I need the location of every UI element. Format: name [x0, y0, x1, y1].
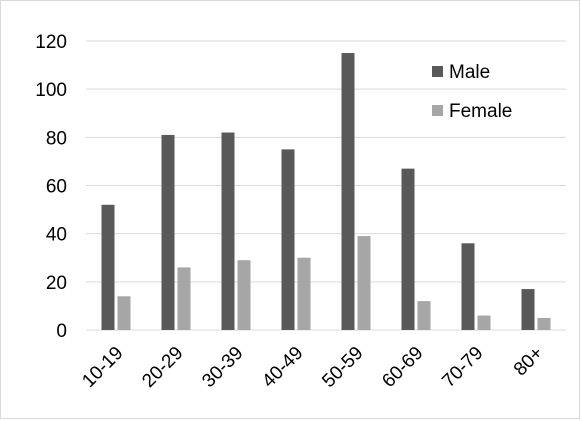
x-tick-label: 80+	[510, 343, 548, 381]
x-tick-label: 60-69	[378, 343, 427, 392]
bar-male-60-69	[401, 168, 415, 330]
x-tick-label: 20-29	[138, 343, 187, 392]
bar-female-80+	[537, 317, 551, 330]
bar-female-10-19	[117, 296, 131, 330]
bar-female-70-79	[477, 315, 491, 330]
y-tick-label: 80	[46, 128, 67, 149]
bar-male-10-19	[101, 204, 115, 330]
bar-male-40-49	[281, 149, 295, 330]
x-tick-label: 50-59	[318, 343, 367, 392]
bar-female-20-29	[177, 267, 191, 330]
bar-female-40-49	[297, 257, 311, 330]
legend-swatch-female	[432, 105, 443, 116]
legend: Male Female	[432, 62, 512, 122]
y-tick-label: 60	[46, 177, 67, 198]
bars	[101, 53, 551, 331]
bar-female-60-69	[417, 301, 431, 330]
bar-male-30-39	[221, 132, 235, 330]
legend-swatch-male	[432, 66, 443, 77]
legend-label-female: Female	[449, 101, 512, 122]
bar-male-70-79	[461, 243, 475, 330]
legend-label-male: Male	[449, 62, 490, 83]
x-tick-label: 40-49	[258, 343, 307, 392]
y-axis-ticks: 0 20 40 60 80 100 120	[35, 32, 67, 342]
bar-female-30-39	[237, 260, 251, 330]
bar-female-50-59	[357, 236, 371, 330]
y-tick-label: 100	[35, 80, 67, 101]
bar-male-50-59	[341, 53, 355, 331]
y-tick-label: 40	[46, 225, 67, 246]
y-tick-label: 0	[56, 321, 67, 342]
x-tick-label: 30-39	[198, 343, 247, 392]
bar-male-80+	[521, 289, 535, 330]
y-tick-label: 20	[46, 273, 67, 294]
bar-male-20-29	[161, 134, 175, 330]
x-tick-label: 70-79	[438, 343, 487, 392]
x-axis-ticks: 10-19 20-29 30-39 40-49 50-59 60-69 70-79 80+	[78, 343, 547, 392]
gridlines	[86, 40, 566, 331]
y-tick-label: 120	[35, 32, 67, 53]
x-tick-label: 10-19	[78, 343, 127, 392]
